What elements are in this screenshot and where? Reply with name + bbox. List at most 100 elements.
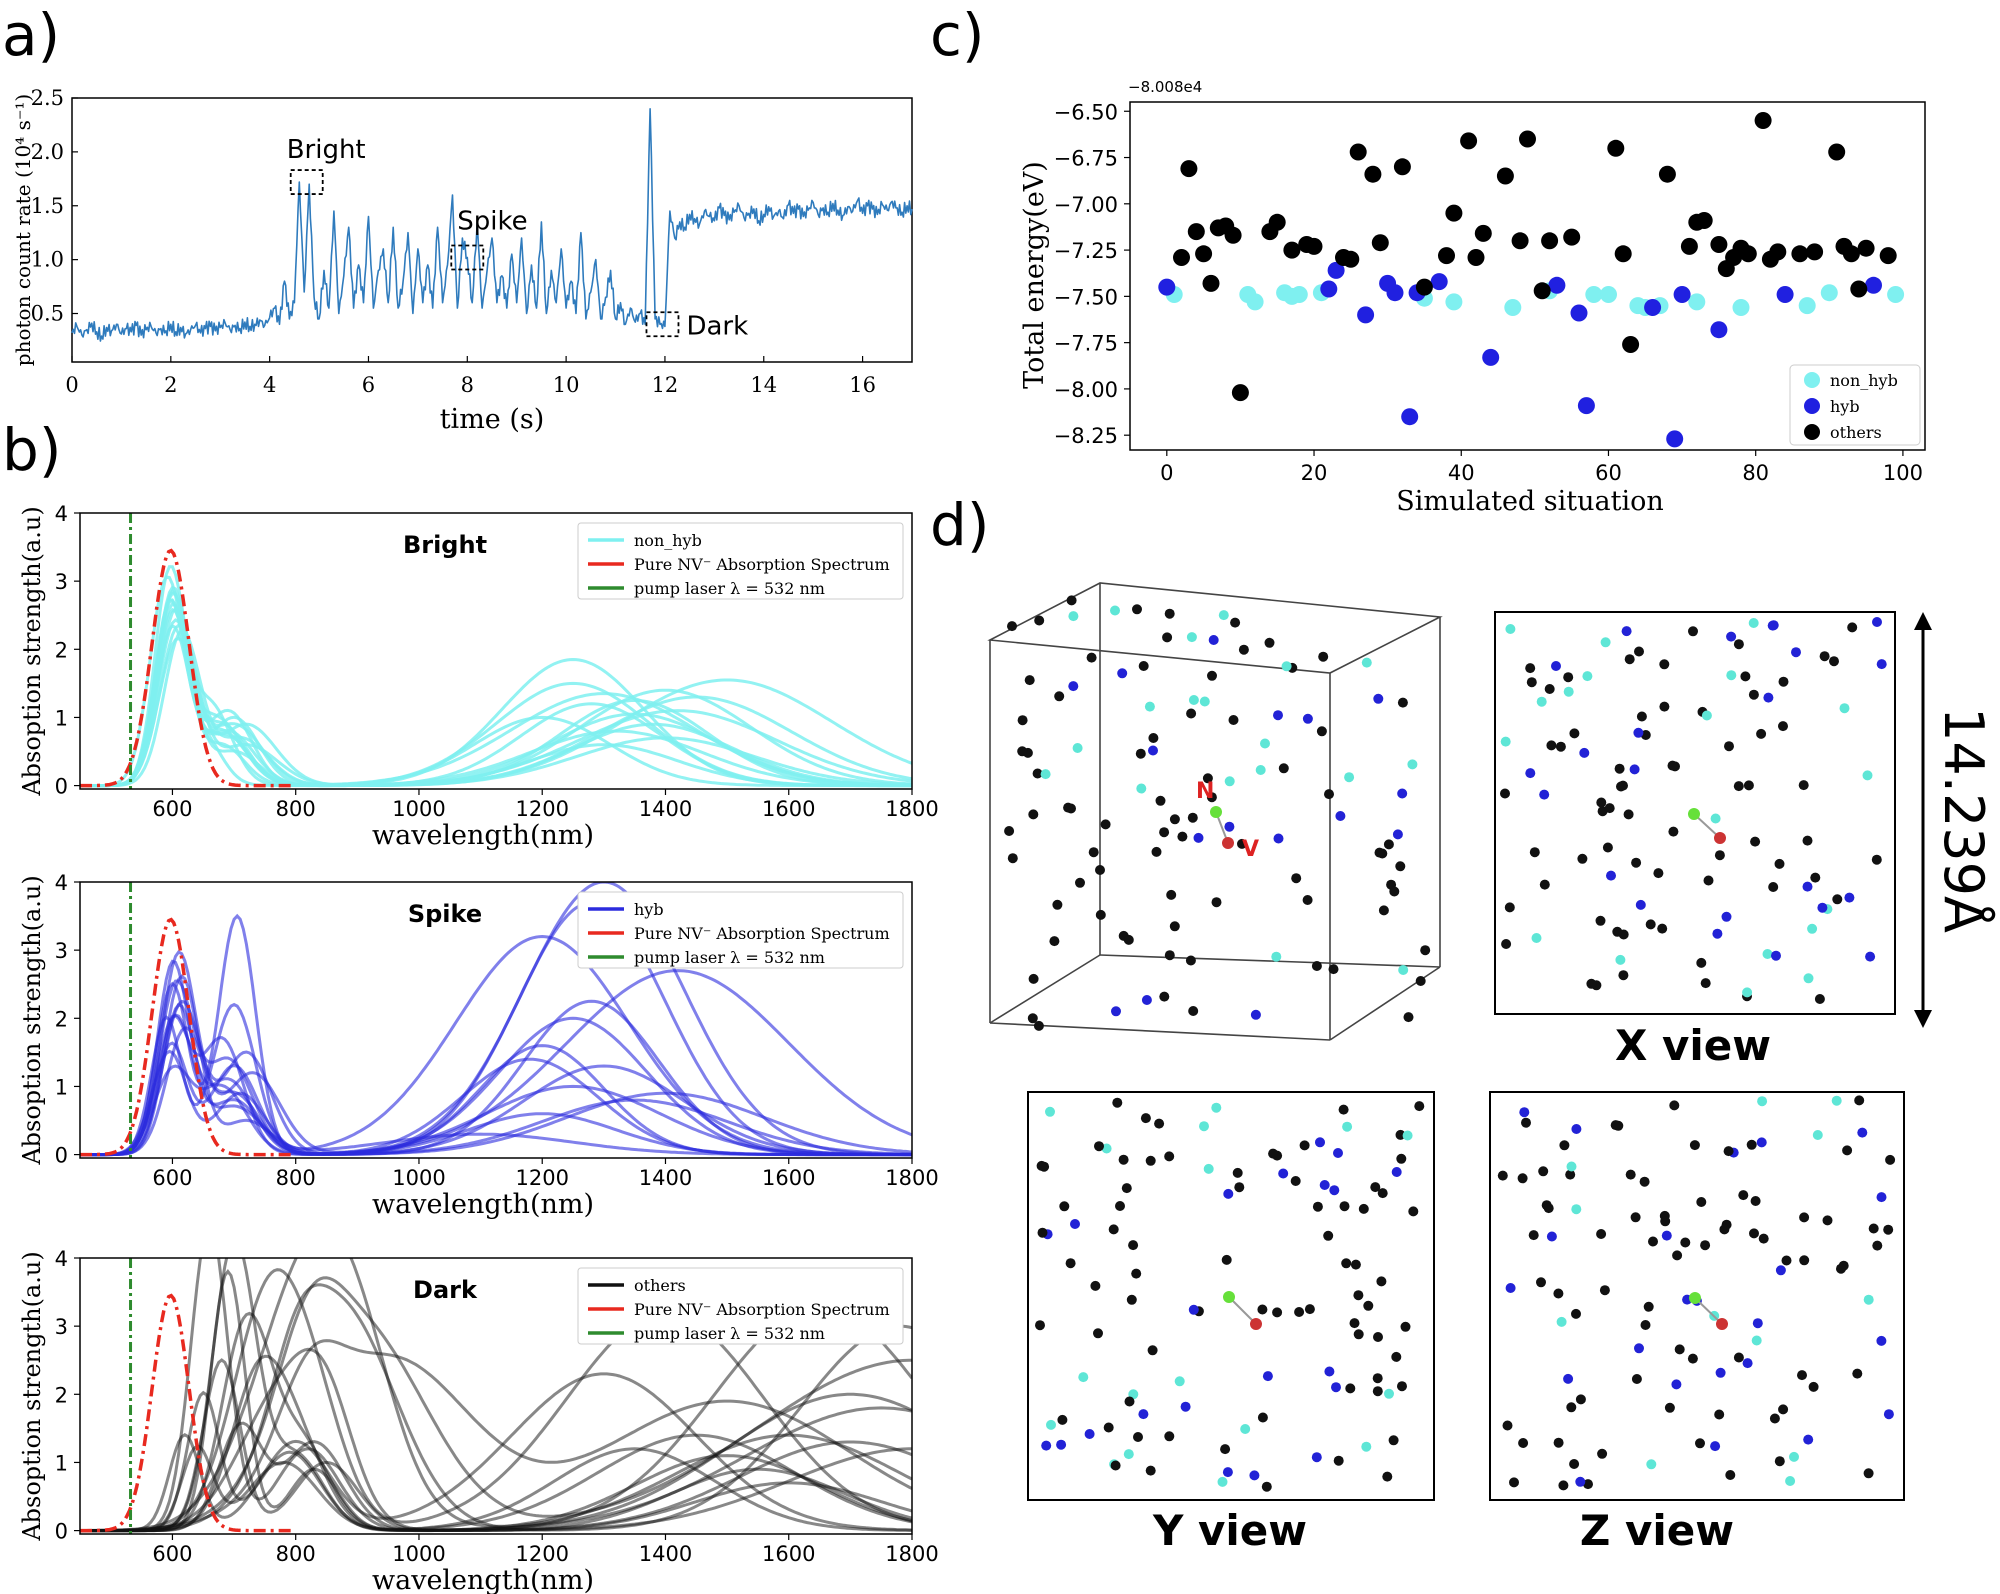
x-tick-label: 600	[152, 1166, 192, 1190]
atom	[1630, 1212, 1641, 1223]
point-non_hyb	[1600, 286, 1617, 303]
atom	[1819, 651, 1830, 662]
atom	[1505, 624, 1516, 634]
point-hyb	[1865, 276, 1882, 294]
atom	[1831, 1095, 1842, 1106]
atom	[1653, 868, 1664, 879]
atom	[1618, 970, 1629, 981]
atom	[1397, 1381, 1407, 1392]
atom	[1086, 652, 1097, 663]
atom	[1319, 1180, 1330, 1190]
atom	[1661, 1230, 1672, 1241]
atom	[1342, 1121, 1353, 1132]
atom	[1271, 951, 1282, 962]
atom	[1268, 1148, 1279, 1159]
atom	[1725, 1470, 1736, 1480]
point-others	[1879, 247, 1897, 265]
atom	[1847, 622, 1858, 633]
atom	[1854, 1095, 1865, 1106]
spectrum-line-10	[80, 607, 912, 788]
atom	[1112, 1097, 1123, 1108]
atom	[1338, 1104, 1349, 1115]
x-axis-label: wavelength(nm)	[372, 1565, 594, 1594]
point-hyb	[1482, 348, 1500, 366]
atom	[1687, 1353, 1698, 1364]
atom	[1774, 1456, 1785, 1467]
y-tick-label: 2.0	[31, 140, 64, 164]
legend-label-2: pump laser λ = 532 nm	[634, 948, 825, 967]
atom	[1615, 954, 1626, 965]
atom	[1377, 1188, 1388, 1199]
panel-a-frame	[71, 97, 913, 363]
atom	[1636, 711, 1647, 722]
vacancy-site-x	[1714, 832, 1726, 844]
atom	[1126, 1294, 1137, 1305]
atom	[1138, 1409, 1149, 1420]
panel-c-label: c)	[930, 1, 985, 69]
atom	[1206, 792, 1217, 803]
atom	[1358, 1203, 1369, 1214]
atom	[1885, 1154, 1896, 1165]
atom	[1335, 811, 1346, 821]
point-others	[1224, 226, 1242, 244]
atom	[1599, 1285, 1610, 1296]
atom	[1217, 1476, 1228, 1487]
atom	[1273, 833, 1284, 844]
annotation-label-spike: Spike	[457, 206, 527, 236]
atom-dots	[1004, 595, 1896, 1492]
atom	[1220, 1444, 1231, 1455]
atom	[1400, 1321, 1411, 1332]
point-others	[1371, 234, 1389, 252]
x-tick-label: 1800	[885, 1166, 938, 1190]
box-top-face	[987, 582, 1443, 674]
atom	[1135, 748, 1146, 759]
atom	[1600, 637, 1611, 648]
atom	[1872, 1240, 1883, 1251]
x-tick-label: 0	[1160, 461, 1173, 485]
atom	[1563, 672, 1574, 683]
y-axis-label: Absoption strength(a.u)	[18, 506, 46, 796]
atom	[1059, 1201, 1070, 1212]
atom	[1839, 703, 1850, 714]
nv-defect-z-view	[1689, 1292, 1728, 1330]
point-others	[1173, 249, 1190, 266]
nitrogen-atom-y	[1223, 1291, 1235, 1303]
atom	[1762, 949, 1773, 959]
atom	[1373, 693, 1384, 704]
spectrum-line-10	[80, 974, 912, 1157]
y-tick-label: 2	[55, 1007, 68, 1031]
atom	[1111, 1006, 1121, 1017]
panel-b-dark-chart: 600 800 1000 1200 1400 1600 1800 0 1 2 3 4 wavelengt…	[18, 1247, 939, 1594]
atom	[1199, 1121, 1209, 1132]
atom	[1612, 926, 1623, 937]
x-tick-label: 800	[276, 1542, 316, 1566]
atom	[1664, 1402, 1675, 1413]
atom	[1746, 1139, 1757, 1150]
atom	[1758, 1233, 1769, 1244]
atom	[1571, 1308, 1581, 1319]
atom	[1583, 1479, 1593, 1490]
atom	[1689, 1140, 1700, 1151]
atom	[1733, 639, 1744, 650]
x-tick-label: 1200	[515, 1166, 568, 1190]
atom	[1132, 604, 1142, 615]
atom	[1802, 881, 1813, 892]
atom	[1700, 978, 1711, 989]
point-hyb	[1666, 430, 1684, 448]
atom	[1374, 847, 1385, 858]
atom	[1154, 1118, 1165, 1129]
atom	[1110, 605, 1120, 616]
atom	[1586, 978, 1597, 989]
vacancy-label: V	[1242, 837, 1259, 862]
pure-nv-reference-line	[80, 917, 295, 1157]
point-others	[1850, 280, 1868, 298]
atom	[1033, 1020, 1044, 1031]
atom	[1751, 1335, 1762, 1346]
atom	[1329, 1185, 1340, 1196]
atom	[1257, 1412, 1268, 1423]
point-non_hyb	[1887, 286, 1905, 303]
atom	[1068, 611, 1079, 622]
atom	[1164, 1431, 1175, 1442]
panel-a-axes: 0 2 4 6 8 10 12 14 16 0.5 1.0 1.5 2.0 2.5	[31, 86, 876, 397]
atom	[1068, 681, 1079, 692]
